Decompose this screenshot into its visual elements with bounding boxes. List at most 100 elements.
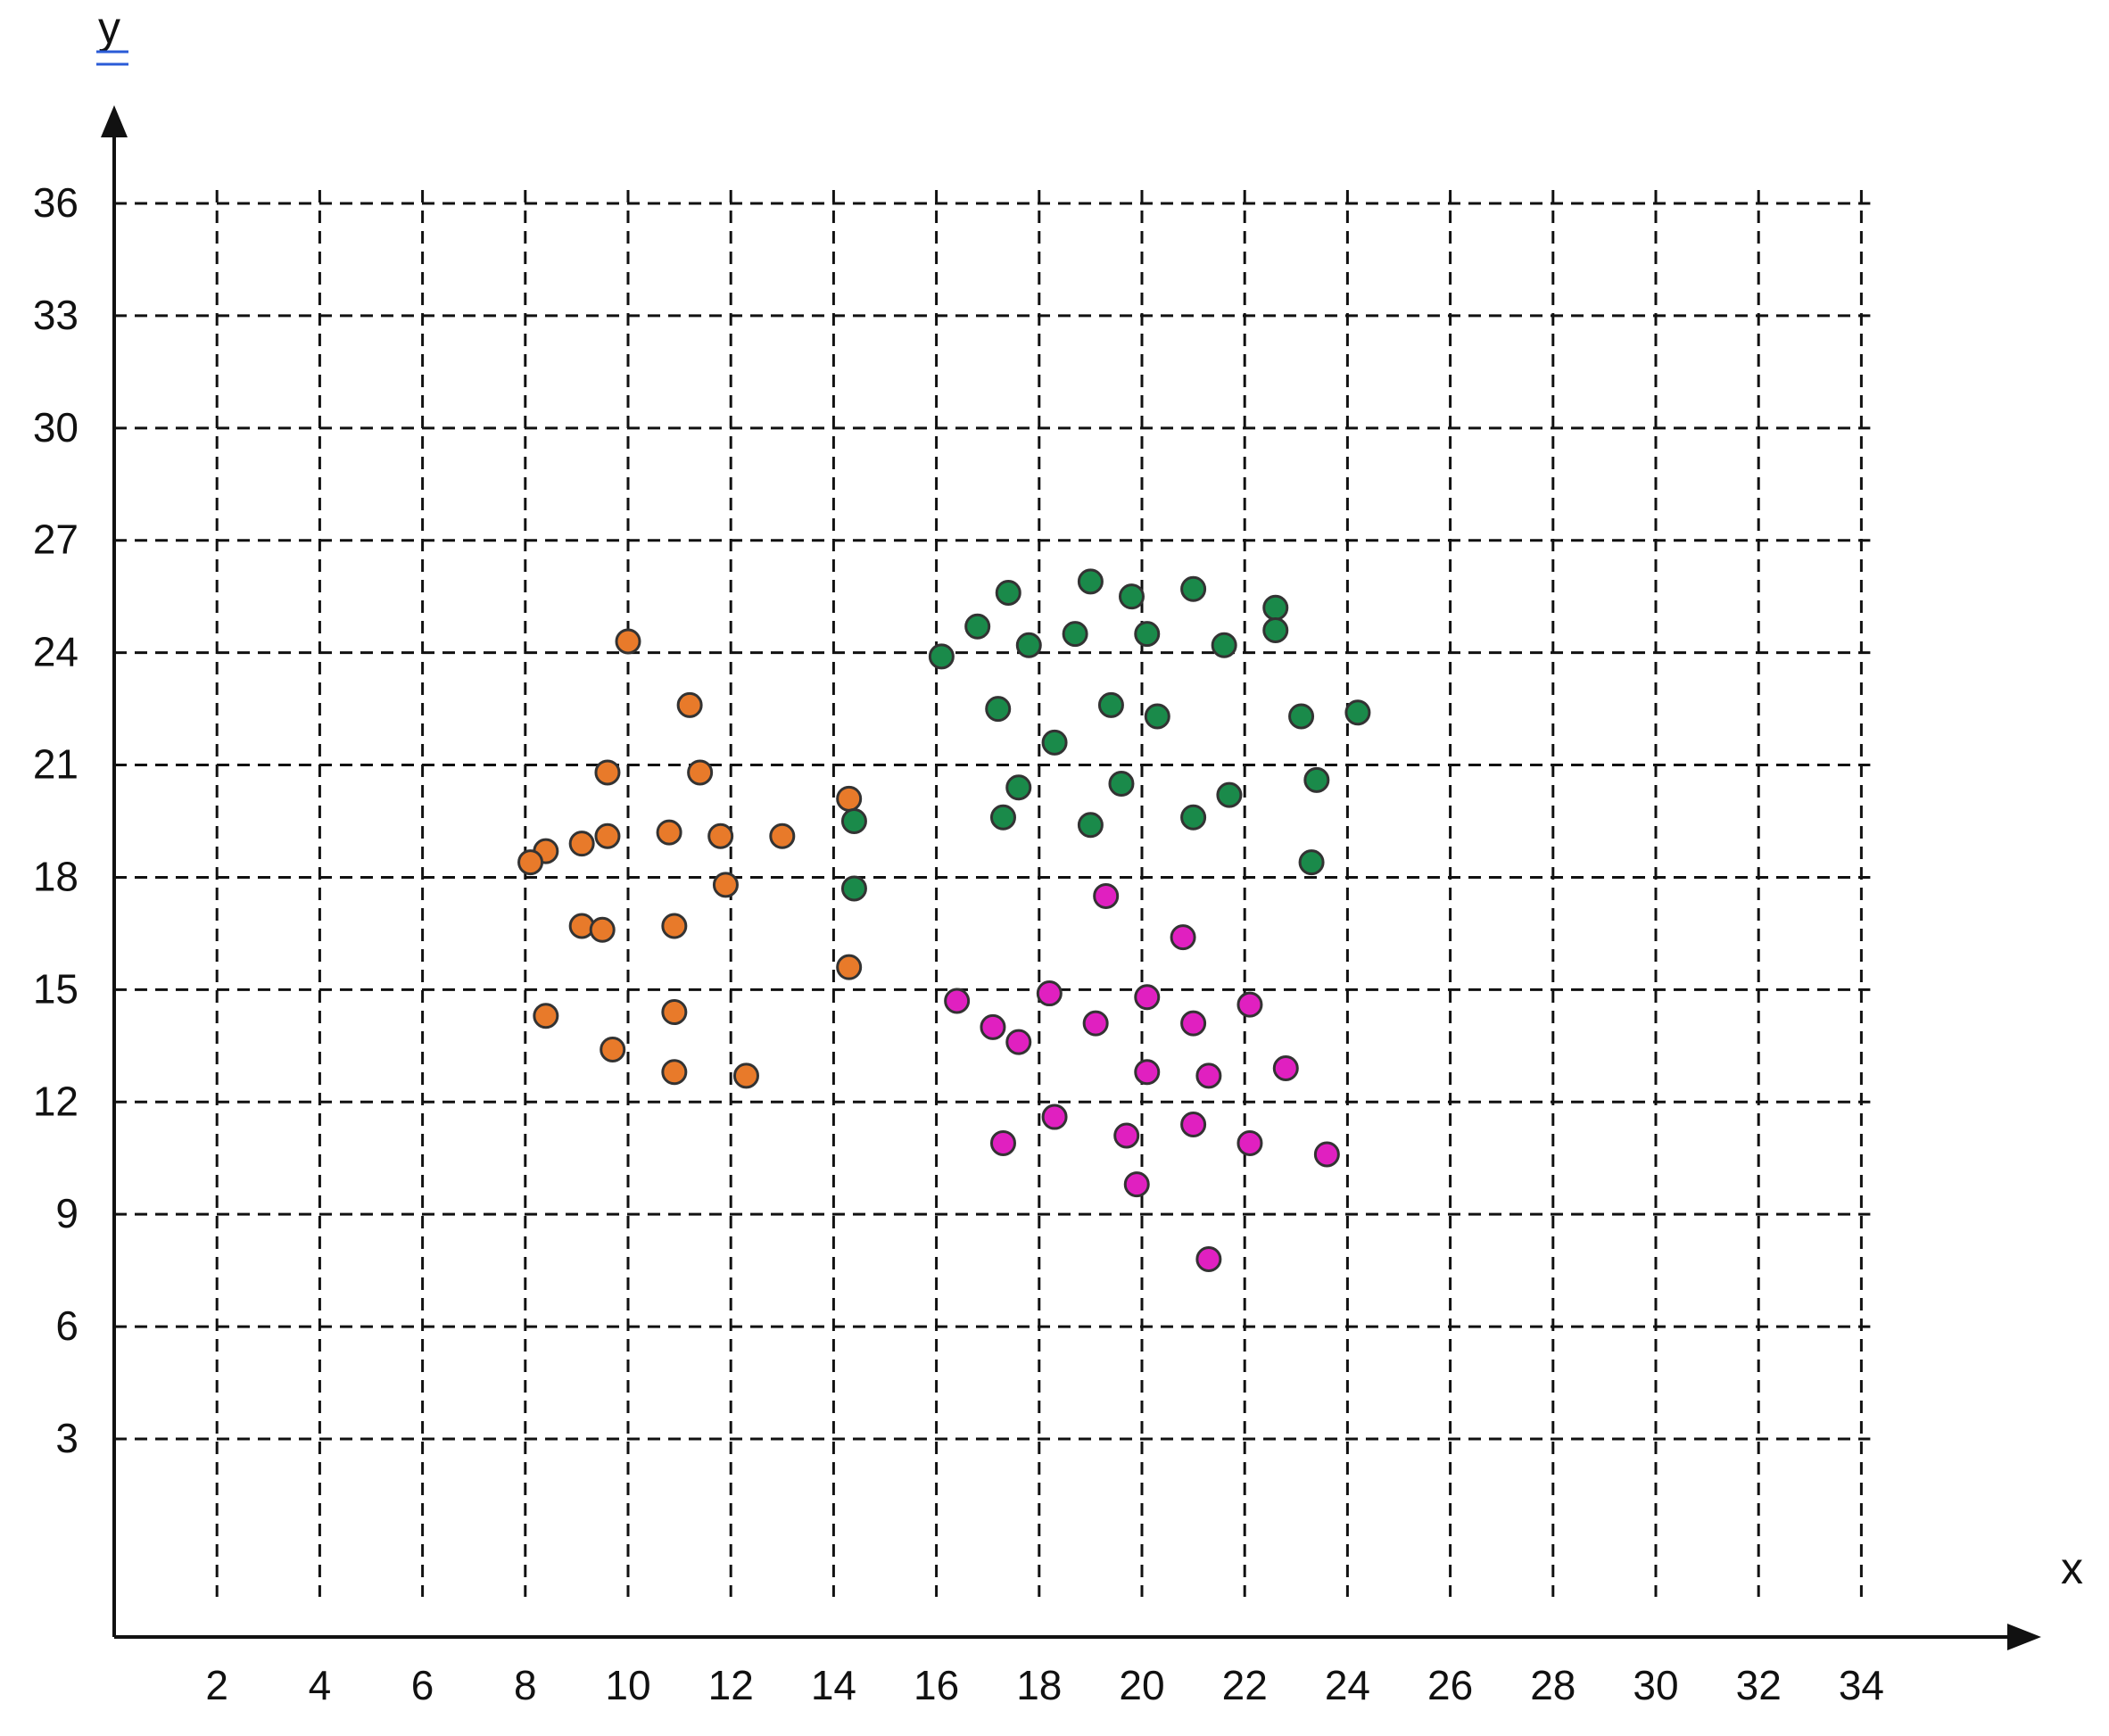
series-2 <box>840 568 1371 902</box>
x-tick-label: 26 <box>1427 1662 1473 1708</box>
x-tick-label: 12 <box>708 1662 754 1708</box>
data-point <box>1195 1246 1222 1273</box>
data-point <box>1344 699 1371 726</box>
data-point <box>1097 691 1124 718</box>
data-point <box>1180 1010 1207 1037</box>
x-tick-label: 14 <box>811 1662 856 1708</box>
y-tick-label: 21 <box>33 741 79 788</box>
data-point <box>661 913 688 939</box>
data-point <box>1062 621 1088 648</box>
y-tick-label: 6 <box>55 1302 79 1349</box>
data-point <box>1272 1055 1299 1081</box>
y-axis-arrowhead <box>101 105 128 137</box>
data-point <box>1036 980 1063 1007</box>
data-point <box>533 1003 559 1029</box>
grid <box>114 190 1871 1597</box>
y-tick-label: 3 <box>55 1415 79 1461</box>
data-point <box>1262 594 1289 621</box>
y-tick-label: 18 <box>33 853 79 899</box>
data-point <box>840 875 867 902</box>
data-point <box>1113 1122 1140 1149</box>
x-tick-label: 18 <box>1016 1662 1062 1708</box>
data-point <box>1180 804 1207 831</box>
data-point <box>1134 621 1161 648</box>
x-tick-labels: 2 4 6 8 10 12 14 16 18 20 22 24 26 28 30 32 34 <box>205 1662 1884 1708</box>
data-point <box>589 916 616 943</box>
data-point <box>989 804 1016 831</box>
data-point <box>985 696 1012 723</box>
data-point <box>1211 632 1237 658</box>
y-tick-label: 36 <box>33 179 79 226</box>
data-point <box>568 831 595 857</box>
data-point <box>1236 991 1263 1018</box>
data-point <box>1041 1104 1068 1130</box>
data-point <box>656 819 682 846</box>
data-point <box>712 872 739 898</box>
data-point <box>687 759 714 786</box>
data-point <box>1134 984 1161 1011</box>
y-tick-label: 9 <box>55 1190 79 1236</box>
data-point <box>995 579 1021 606</box>
data-point <box>1216 781 1243 808</box>
data-point <box>1303 766 1330 793</box>
data-point <box>1180 575 1207 602</box>
data-point <box>1118 583 1145 610</box>
data-point <box>1108 771 1135 798</box>
data-point <box>769 823 796 849</box>
y-tick-label: 15 <box>33 965 79 1012</box>
data-point <box>1180 1111 1207 1137</box>
data-point <box>1195 1062 1222 1089</box>
data-point <box>517 849 544 876</box>
x-tick-label: 8 <box>514 1662 537 1708</box>
data-point <box>1144 703 1170 730</box>
x-tick-label: 22 <box>1222 1662 1268 1708</box>
y-tick-label: 24 <box>33 629 79 675</box>
data-point <box>676 691 703 718</box>
x-tick-label: 32 <box>1736 1662 1782 1708</box>
data-point <box>615 628 641 655</box>
data-point <box>1262 616 1289 643</box>
data-point <box>1288 703 1315 730</box>
x-tick-label: 30 <box>1633 1662 1678 1708</box>
data-point <box>1005 1029 1032 1055</box>
data-point <box>1170 924 1196 951</box>
data-point <box>707 823 734 849</box>
data-point <box>1005 774 1032 801</box>
data-point <box>989 1129 1016 1156</box>
data-point <box>661 999 688 1026</box>
data-points <box>517 568 1371 1273</box>
data-point <box>836 785 863 812</box>
data-point <box>1077 812 1104 839</box>
x-tick-label: 6 <box>411 1662 434 1708</box>
data-point <box>1134 1059 1161 1086</box>
data-point <box>944 988 971 1014</box>
data-point <box>732 1062 759 1089</box>
x-tick-label: 10 <box>605 1662 650 1708</box>
y-tick-label: 12 <box>33 1078 79 1124</box>
y-axis-label: y <box>98 3 120 53</box>
data-point <box>1236 1129 1263 1156</box>
data-point <box>1123 1171 1150 1198</box>
data-point <box>1015 632 1042 658</box>
data-point <box>840 808 867 834</box>
data-point <box>661 1059 688 1086</box>
x-axis-label: x <box>2061 1543 2083 1593</box>
x-tick-label: 24 <box>1325 1662 1370 1708</box>
y-tick-label: 27 <box>33 517 79 563</box>
x-tick-label: 34 <box>1839 1662 1884 1708</box>
data-point <box>928 643 955 670</box>
x-tick-label: 2 <box>205 1662 228 1708</box>
x-tick-label: 20 <box>1119 1662 1164 1708</box>
y-tick-label: 33 <box>33 292 79 338</box>
x-tick-label: 4 <box>309 1662 332 1708</box>
data-point <box>1041 729 1068 756</box>
data-point <box>594 759 621 786</box>
data-point <box>980 1013 1006 1040</box>
data-point <box>964 613 991 640</box>
x-tick-label: 16 <box>914 1662 959 1708</box>
axes: y x <box>96 3 2083 1650</box>
x-tick-label: 28 <box>1530 1662 1576 1708</box>
x-axis-arrowhead <box>2007 1624 2041 1650</box>
